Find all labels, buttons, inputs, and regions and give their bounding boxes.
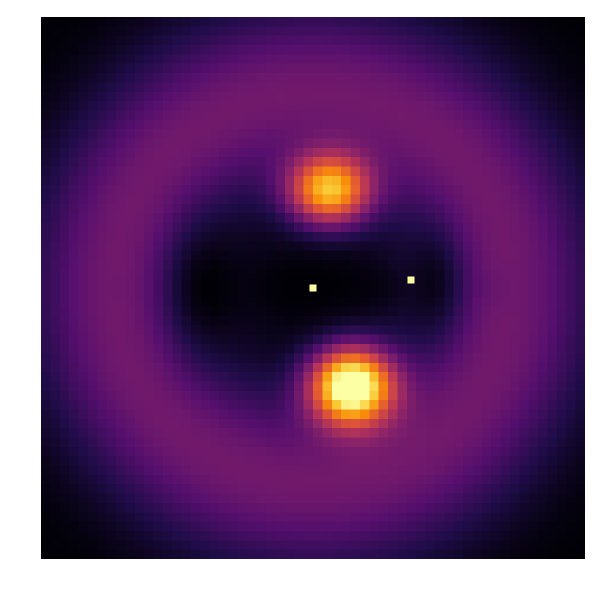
marker-point-1	[309, 284, 317, 292]
marker-point-2	[407, 276, 415, 284]
